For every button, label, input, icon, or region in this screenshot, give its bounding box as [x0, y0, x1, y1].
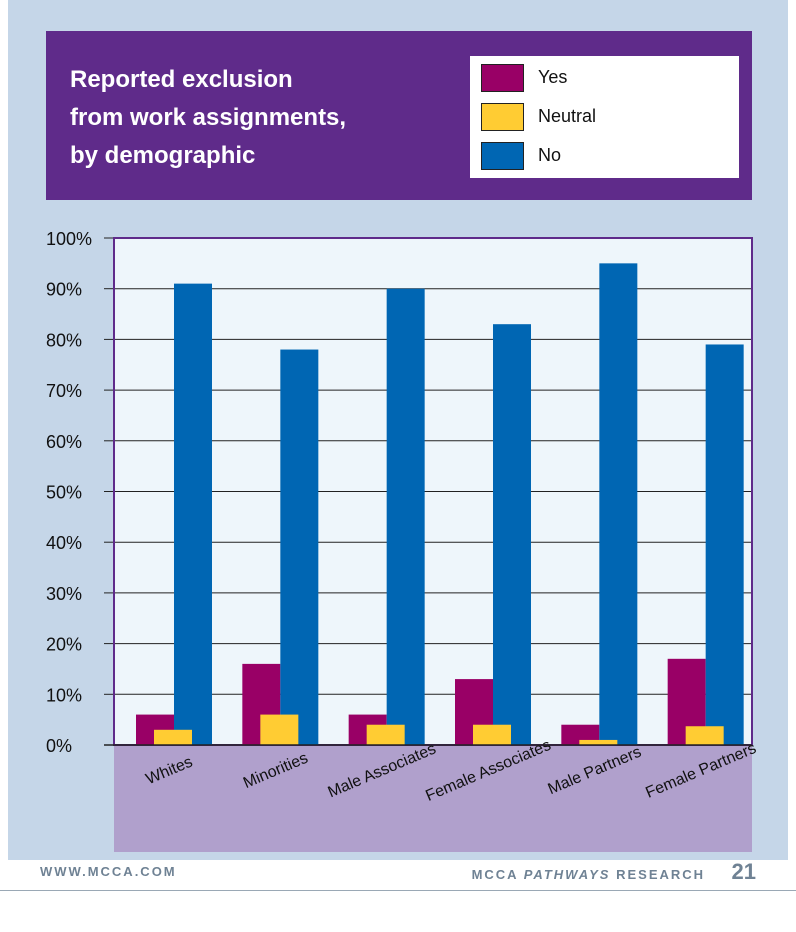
- chart-title-line-1: Reported exclusion: [70, 66, 293, 93]
- bar-neutral: [366, 724, 405, 745]
- chart-title: Reported exclusion from work assignments…: [70, 61, 430, 175]
- footer-website[interactable]: WWW.MCCA.COM: [40, 864, 177, 879]
- y-tick-label: 50%: [46, 483, 82, 503]
- y-tick-label: 0%: [46, 736, 72, 756]
- chart-title-line-3: by demographic: [70, 142, 256, 169]
- footer-org-italic: PATHWAYS: [523, 867, 611, 882]
- y-tick-label: 90%: [46, 280, 82, 300]
- legend-swatch-neutral: [481, 103, 524, 131]
- footer-org: MCCA PATHWAYS RESEARCH: [472, 867, 705, 882]
- chart-title-line-2: from work assignments,: [70, 104, 347, 131]
- y-tick-label: 40%: [46, 533, 82, 553]
- y-tick-label: 70%: [46, 381, 82, 401]
- bar-no: [386, 288, 425, 745]
- legend-label-no: No: [538, 145, 562, 165]
- bar-no: [599, 263, 638, 745]
- chart-header: Reported exclusion from work assignments…: [46, 31, 752, 200]
- bar-neutral: [154, 729, 192, 745]
- y-tick-label: 30%: [46, 584, 82, 604]
- legend-swatch-yes: [481, 64, 524, 92]
- bar-no: [493, 324, 531, 745]
- bar-no: [174, 283, 212, 745]
- legend-label-neutral: Neutral: [538, 106, 597, 126]
- legend-label-yes: Yes: [538, 67, 568, 87]
- footer-org-suffix: RESEARCH: [610, 867, 706, 882]
- chart-legend: Yes Neutral No: [470, 56, 739, 178]
- bar-neutral: [579, 739, 618, 745]
- page-number: 21: [731, 859, 756, 884]
- bar-neutral: [260, 714, 299, 745]
- y-tick-label: 100%: [46, 229, 92, 249]
- y-tick-label: 10%: [46, 685, 82, 705]
- bar-neutral: [685, 726, 724, 745]
- bar-no: [280, 349, 319, 745]
- footer-org-prefix: MCCA: [471, 867, 524, 882]
- bar-no: [705, 344, 744, 745]
- bar-neutral: [473, 724, 511, 745]
- y-tick-label: 80%: [46, 330, 82, 350]
- y-tick-label: 60%: [46, 432, 82, 452]
- bar-chart: 0%10%20%30%40%50%60%70%80%90%100%Whites M…: [46, 229, 759, 852]
- legend-swatch-no: [481, 142, 524, 170]
- y-tick-label: 20%: [46, 635, 82, 655]
- category-axis-band: [114, 745, 752, 852]
- footer-publication: MCCA PATHWAYS RESEARCH 21: [472, 859, 756, 885]
- footer-divider: [0, 890, 796, 891]
